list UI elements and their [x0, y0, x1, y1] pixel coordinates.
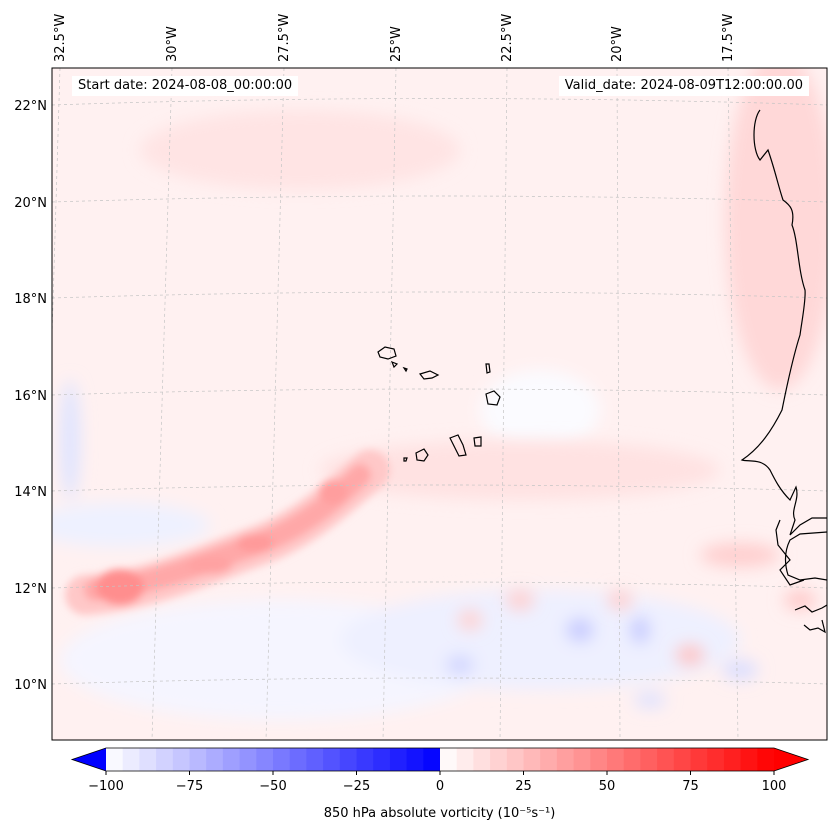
colorbar-extend-min [72, 748, 106, 771]
colorbar-bin [440, 748, 458, 771]
colorbar-bin [540, 748, 558, 771]
colorbar-bin [389, 748, 408, 771]
colorbar-bin [172, 748, 191, 771]
colorbar-bin [506, 748, 525, 771]
lat-label: 18°N [14, 292, 47, 307]
colorbar-bin [122, 748, 140, 771]
colorbar-bin [406, 748, 424, 771]
colorbar-bin [490, 748, 508, 771]
negative-vorticity-zones [52, 370, 758, 720]
colorbar-bin [723, 748, 742, 771]
latitude-labels: 22°N 20°N 18°N 16°N 14°N 12°N 10°N [14, 99, 47, 693]
coastline [740, 109, 827, 634]
colorbar-bin [690, 748, 708, 771]
lat-label: 20°N [14, 196, 47, 211]
colorbar-tick-label: 50 [599, 779, 616, 794]
colorbar-bin [256, 748, 274, 771]
lon-label: 20°W [610, 26, 625, 62]
colorbar-extend-max [774, 748, 808, 771]
vorticity-streak [65, 450, 390, 615]
lat-label: 16°N [14, 389, 47, 404]
lat-label: 12°N [14, 582, 47, 597]
colorbar-bin [106, 748, 124, 771]
colorbar-bin [757, 748, 775, 771]
colorbar-bin [289, 748, 307, 771]
colorbar-bin [222, 748, 241, 771]
colorbar-bin [206, 748, 224, 771]
colorbar-bin [590, 748, 608, 771]
colorbar-bin [323, 748, 341, 771]
graticule [52, 68, 827, 740]
vorticity-field [52, 68, 827, 740]
start-date-label: Start date: 2024-08-08_00:00:00 [72, 76, 299, 96]
colorbar-bin [556, 748, 575, 771]
colorbar-bin [573, 748, 591, 771]
colorbar-bin [473, 748, 491, 771]
lat-label: 22°N [14, 99, 47, 114]
colorbar-bin [156, 748, 174, 771]
cape-verde-islands [377, 346, 501, 462]
colorbar-bin [239, 748, 257, 771]
colorbar-bin [673, 748, 692, 771]
colorbar-bin [623, 748, 641, 771]
colorbar-bin [740, 748, 758, 771]
longitude-labels: 32.5°W 30°W 27.5°W 25°W 22.5°W 20°W 17.5… [53, 14, 736, 62]
colorbar-bin [640, 748, 658, 771]
colorbar-tick-label: −25 [343, 779, 370, 794]
colorbar-tick-label: 100 [762, 779, 787, 794]
colorbar-bin [423, 748, 441, 771]
lon-label: 17.5°W [721, 14, 736, 62]
lon-label: 25°W [389, 26, 404, 62]
colorbar-label: 850 hPa absolute vorticity (10⁻⁵s⁻¹) [323, 806, 556, 821]
colorbar-tick-label: −100 [88, 779, 124, 794]
colorbar-tick-label: −75 [176, 779, 203, 794]
lon-label: 22.5°W [500, 14, 515, 62]
colorbar-bin [456, 748, 474, 771]
colorbar-bin [139, 748, 157, 771]
colorbar-bin [189, 748, 207, 771]
lat-label: 10°N [14, 678, 47, 693]
lon-label: 30°W [165, 26, 180, 62]
colorbar-bin [373, 748, 391, 771]
valid-date-label: Valid_date: 2024-08-09T12:00:00.00 [558, 76, 809, 96]
lon-label: 27.5°W [277, 14, 292, 62]
colorbar: −100 −75 −50 −25 0 25 50 75 100 [70, 747, 810, 794]
colorbar-tick-label: 0 [436, 779, 444, 794]
colorbar-tick-label: −50 [259, 779, 286, 794]
colorbar-tick-label: 25 [515, 779, 532, 794]
plot-frame [51, 67, 828, 741]
colorbar-bin [306, 748, 324, 771]
colorbar-tick-label: 75 [682, 779, 699, 794]
lat-label: 14°N [14, 485, 47, 500]
colorbar-bin [657, 748, 675, 771]
colorbar-bin [356, 748, 374, 771]
colorbar-bin [339, 748, 358, 771]
colorbar-bin [707, 748, 725, 771]
colorbar-bin [523, 748, 541, 771]
lon-label: 32.5°W [53, 14, 68, 62]
colorbar-bin [607, 748, 625, 771]
colorbar-bin [273, 748, 291, 771]
